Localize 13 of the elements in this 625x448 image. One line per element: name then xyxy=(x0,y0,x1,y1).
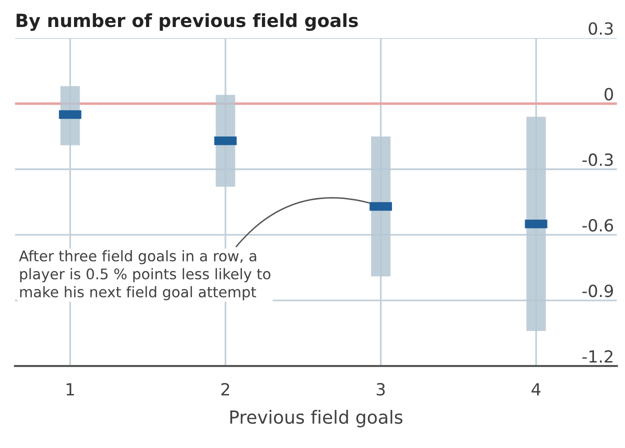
annotation: After three field goals in a row, a player is 0.5 % points less likely to make his next field goal attempt xyxy=(18,250,270,300)
x-tick-label: 4 xyxy=(532,383,540,396)
x-tick-label: 3 xyxy=(376,382,385,396)
x-axis-title: Previous field goals xyxy=(230,410,402,428)
y-tick-label: -1.2 xyxy=(582,350,612,363)
y-tick-label: -0.6 xyxy=(582,219,614,232)
chart-title: By number of previous field goals xyxy=(16,13,358,31)
y-tick-label: 0.3 xyxy=(588,22,613,35)
x-tick-label: 1 xyxy=(66,383,74,396)
y-tick-label: 0 xyxy=(604,88,613,100)
x-tick-label: 2 xyxy=(221,382,230,396)
y-tick-label: -0.9 xyxy=(582,284,613,298)
y-tick-label: -0.3 xyxy=(582,153,613,166)
